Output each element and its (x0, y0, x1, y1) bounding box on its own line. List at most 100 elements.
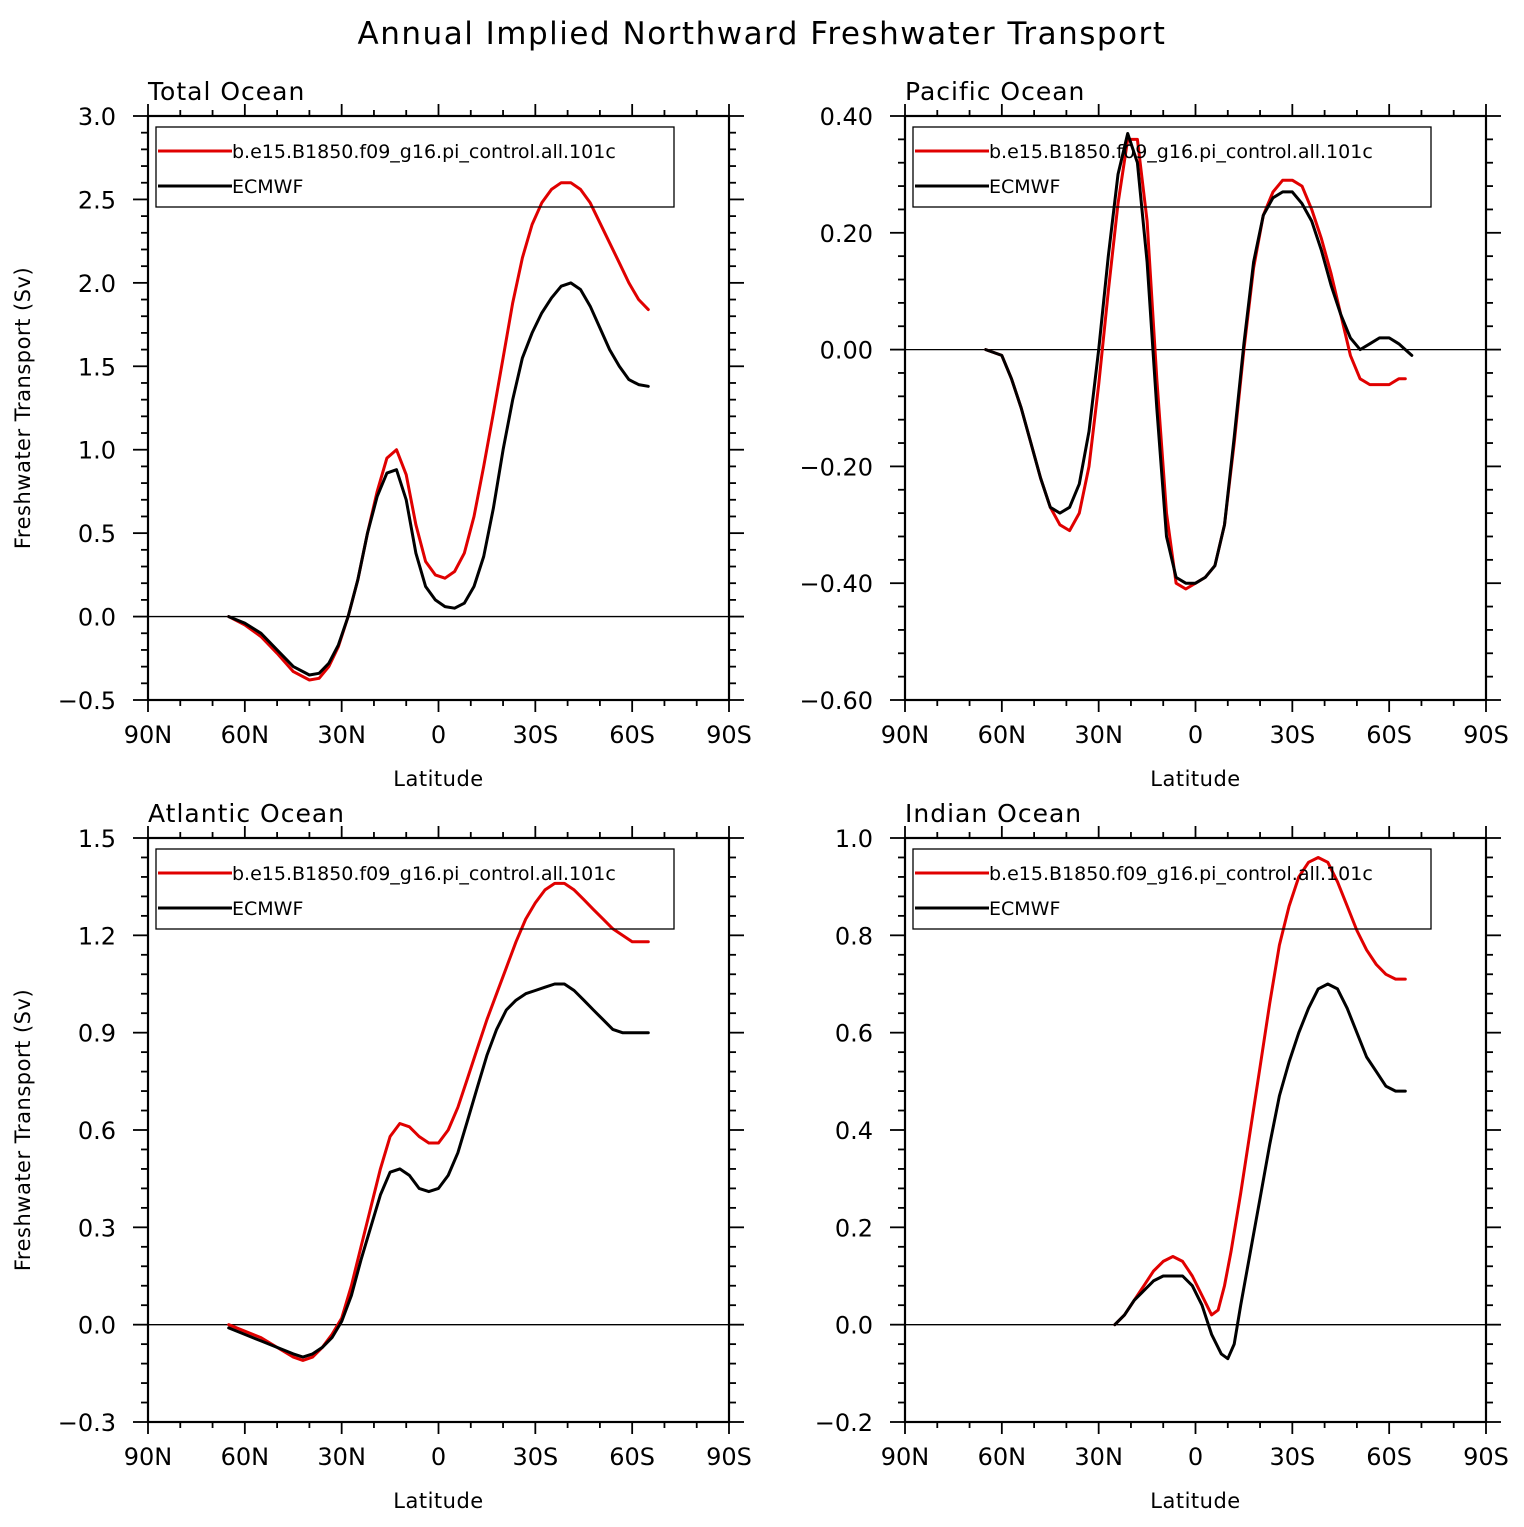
y-tick-label: 0.40 (820, 103, 873, 131)
x-tick-label: 30S (512, 721, 558, 749)
y-tick-label: 1.0 (835, 825, 873, 853)
legend-box (155, 848, 675, 930)
y-tick-label: 0.3 (78, 1214, 116, 1242)
y-tick-label: −0.2 (815, 1409, 873, 1437)
ecmwf-series-line (984, 132, 1414, 585)
x-axis-label: Latitude (1150, 767, 1240, 791)
x-tick-label: 60S (609, 1443, 655, 1471)
plot-frame (903, 114, 1488, 702)
plot-frame (903, 836, 1488, 1424)
y-tick-label: 0.00 (820, 337, 873, 365)
x-tick-label: 0 (1188, 721, 1203, 749)
legend-label: b.e15.B1850.f09_g16.pi_control.all.101c (232, 141, 616, 163)
y-tick-label: 0.5 (78, 520, 116, 548)
ecmwf-series-line (1113, 982, 1407, 1361)
x-axis-label: Latitude (393, 767, 483, 791)
legend-label: b.e15.B1850.f09_g16.pi_control.all.101c (989, 863, 1373, 885)
y-axis-label: Freshwater Transport (Sv) (11, 989, 35, 1271)
y-tick-label: 0.8 (835, 922, 873, 950)
x-tick-label: 30N (1074, 721, 1123, 749)
panel-title: Total Ocean (147, 77, 305, 106)
plot-frame (146, 114, 731, 702)
legend-box (912, 848, 1432, 930)
x-tick-label: 90S (706, 1443, 752, 1471)
y-tick-label: 0.20 (820, 220, 873, 248)
x-tick-label: 30S (512, 1443, 558, 1471)
x-tick-label: 60N (978, 721, 1027, 749)
model-series-line (1113, 856, 1407, 1327)
y-tick-label: −0.40 (799, 570, 873, 598)
legend-label: ECMWF (989, 176, 1060, 198)
panels: Total Ocean 90N 60N 30N 0 30S 60S 90S −0.5 0.0 0.5… (11, 77, 1509, 1513)
x-tick-label: 60N (221, 721, 270, 749)
legend-box (155, 126, 675, 208)
x-tick-label: 30N (1074, 1443, 1123, 1471)
ecmwf-series-line (227, 982, 650, 1359)
y-tick-label: −0.5 (58, 687, 116, 715)
y-tick-label: −0.20 (799, 453, 873, 481)
x-tick-label: 90S (1463, 1443, 1509, 1471)
y-tick-label: 3.0 (78, 103, 116, 131)
x-tick-label: 60N (221, 1443, 270, 1471)
x-tick-label: 30N (317, 721, 366, 749)
legend-label: ECMWF (989, 898, 1060, 920)
y-tick-label: −0.3 (58, 1409, 116, 1437)
y-tick-label: 1.5 (78, 353, 116, 381)
x-tick-label: 90N (124, 1443, 173, 1471)
x-tick-label: 60S (1366, 721, 1412, 749)
x-tick-label: 90S (1463, 721, 1509, 749)
y-tick-label: 0.4 (835, 1117, 873, 1145)
panel-title: Atlantic Ocean (148, 799, 345, 828)
legend-box (912, 126, 1432, 208)
y-tick-label: 1.0 (78, 437, 116, 465)
x-tick-label: 0 (431, 721, 446, 749)
panel-1: Total Ocean 90N 60N 30N 0 30S 60S 90S −0.5 0.0 0.5… (11, 77, 752, 791)
legend: b.e15.B1850.f09_g16.pi_control.all.101c E… (912, 126, 1432, 208)
x-axis-label: Latitude (1150, 1489, 1240, 1513)
legend-label: ECMWF (232, 176, 303, 198)
y-axis-label: Freshwater Transport (Sv) (11, 267, 35, 549)
panel-4: Indian Ocean 90N 60N 30N 0 30S 60S 90S −0.2 0.0 0.… (815, 799, 1509, 1513)
y-tick-label: −0.60 (799, 687, 873, 715)
x-tick-label: 60N (978, 1443, 1027, 1471)
legend-label: ECMWF (232, 898, 303, 920)
panel-title: Pacific Ocean (905, 77, 1085, 106)
legend-label: b.e15.B1850.f09_g16.pi_control.all.101c (989, 141, 1373, 163)
x-tick-label: 90N (881, 1443, 930, 1471)
y-tick-label: 1.2 (78, 922, 116, 950)
x-tick-label: 30N (317, 1443, 366, 1471)
x-tick-label: 30S (1269, 1443, 1315, 1471)
x-tick-label: 30S (1269, 721, 1315, 749)
y-tick-label: 0.6 (835, 1020, 873, 1048)
model-series-line (227, 881, 650, 1362)
x-tick-label: 0 (1188, 1443, 1203, 1471)
y-tick-label: 2.0 (78, 270, 116, 298)
x-tick-label: 60S (1366, 1443, 1412, 1471)
legend: b.e15.B1850.f09_g16.pi_control.all.101c E… (155, 848, 675, 930)
x-tick-label: 90N (124, 721, 173, 749)
y-tick-label: 0.0 (835, 1312, 873, 1340)
x-tick-label: 0 (431, 1443, 446, 1471)
panel-3: Atlantic Ocean 90N 60N 30N 0 30S 60S 90S −0.3 0.0… (11, 799, 752, 1513)
x-axis-label: Latitude (393, 1489, 483, 1513)
y-tick-label: 0.0 (78, 604, 116, 632)
x-tick-label: 60S (609, 721, 655, 749)
y-tick-label: 0.2 (835, 1214, 873, 1242)
legend: b.e15.B1850.f09_g16.pi_control.all.101c E… (155, 126, 675, 208)
ecmwf-series-line (227, 281, 650, 677)
y-tick-label: 2.5 (78, 186, 116, 214)
x-tick-label: 90S (706, 721, 752, 749)
panel-2: Pacific Ocean 90N 60N 30N 0 30S 60S 90S −0.60 −0.… (799, 77, 1508, 791)
figure-title: Annual Implied Northward Freshwater Tran… (358, 16, 1167, 52)
panel-title: Indian Ocean (905, 799, 1082, 828)
y-tick-label: 0.6 (78, 1117, 116, 1145)
y-tick-label: 1.5 (78, 825, 116, 853)
model-series-line (227, 181, 650, 682)
plot-frame (146, 836, 731, 1424)
legend-label: b.e15.B1850.f09_g16.pi_control.all.101c (232, 863, 616, 885)
x-tick-label: 90N (881, 721, 930, 749)
y-tick-label: 0.0 (78, 1312, 116, 1340)
legend: b.e15.B1850.f09_g16.pi_control.all.101c E… (912, 848, 1432, 930)
y-tick-label: 0.9 (78, 1020, 116, 1048)
